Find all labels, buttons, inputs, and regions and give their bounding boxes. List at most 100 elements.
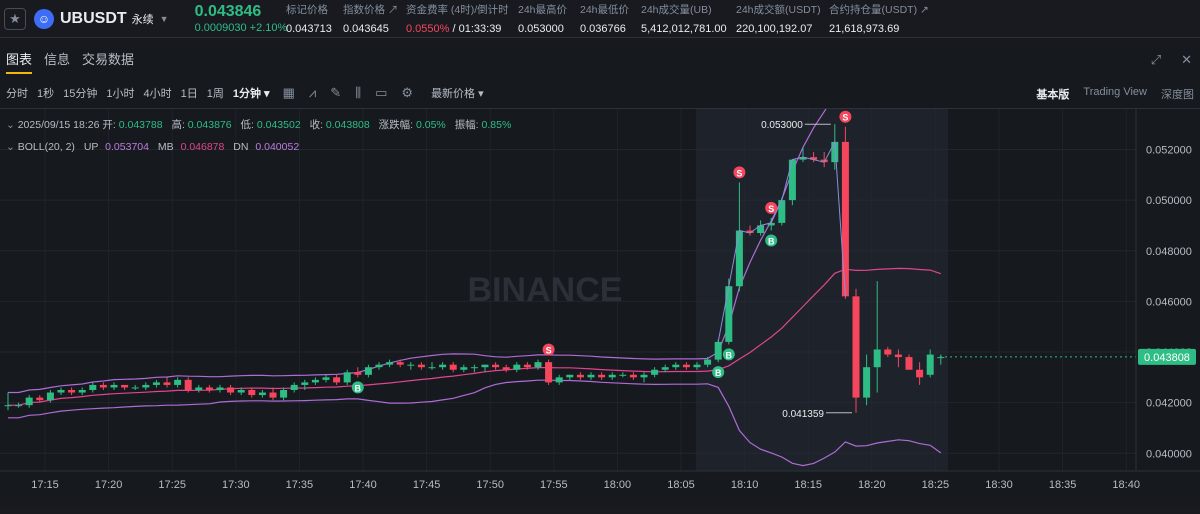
price-box: 0.043846 0.0009030 +2.10% [195,3,288,35]
funding-rate-value: 0.0550% [406,23,450,35]
x-tick-label: 18:20 [858,479,886,491]
candle-body [608,374,616,378]
stat-value: 220,100,192.07 [736,23,813,35]
candle-body [290,384,298,390]
y-tick-label: 0.050000 [1146,195,1192,207]
candle-body [492,364,500,368]
candle-body [799,157,807,160]
x-tick-label: 17:40 [349,479,377,491]
boll-up-label: UP [84,141,99,153]
candle-body [237,389,245,393]
stat-value: 0.053000 [518,23,564,35]
stat-value: 0.0550% / 01:33:39 [406,23,509,35]
boll-mb-label: MB [158,141,174,153]
view-depth[interactable]: 深度图 [1161,89,1194,101]
legend-low-label: 低: [241,118,254,131]
interval-1d[interactable]: 1日 [180,88,198,100]
candle-body [820,159,828,163]
stat-open-interest[interactable]: 合约持仓量(USDT) ↗ 21,618,973.69 [829,2,929,35]
stat-label: 标记价格 [286,4,328,16]
interval-15m[interactable]: 15分钟 [63,88,98,100]
current-price-tag: 0.043808 [1138,348,1196,365]
stat-value: 0.043713 [286,23,332,35]
candle-body [651,369,659,375]
candle-body [873,349,881,368]
candle-body [15,405,23,407]
candle-body [852,296,860,398]
tab-chart[interactable]: 图表 [6,46,33,74]
interval-4h[interactable]: 4小时 [143,88,172,100]
x-tick-label: 18:00 [604,479,632,491]
candle-body [725,286,733,342]
candle-body [682,364,690,368]
candle-body [121,384,129,388]
symbol-dropdown-icon[interactable]: ▼ [159,13,169,24]
legend-toggle-icon[interactable]: ⌄ [6,119,18,131]
candle-body [248,389,256,396]
signal-letter: S [736,168,742,178]
candle-body [417,364,425,368]
signal-letter: B [355,383,362,393]
x-tick-label: 18:30 [985,479,1013,491]
candle-body [841,141,849,297]
sell-signal-badge [839,110,852,123]
tab-info[interactable]: 信息 [44,52,71,67]
view-tradingview[interactable]: Trading View [1083,86,1147,98]
legend-low: 0.043502 [257,119,301,131]
candle-body [195,387,203,390]
boll-up-value: 0.053704 [105,141,149,153]
boll-upper-line [8,93,941,394]
stat-24h-volume: 24h成交量(UB) 5,412,012,781.00 [641,2,727,35]
price-mode-dropdown[interactable]: 最新价格 ▾ [431,88,484,100]
signal-letter: B [726,350,733,360]
candle-body [57,389,65,393]
interval-1w[interactable]: 1周 [206,88,224,100]
candle-body [439,364,447,368]
candle-body [714,341,722,360]
x-tick-label: 18:25 [922,479,950,491]
low-marker-label: 0.041359 [782,409,824,420]
candle-body [78,389,86,393]
interval-1s[interactable]: 1秒 [37,88,55,100]
interval-1m-dropdown[interactable]: 1分钟 ▾ [232,88,270,100]
candle-body [131,387,139,389]
interval-time[interactable]: 分时 [6,88,28,100]
candle-body [4,405,12,407]
legend-high: 0.043876 [188,119,232,131]
stat-value: 0.043645 [343,23,389,35]
y-tick-label: 0.048000 [1146,246,1192,258]
settings-icon[interactable]: ⚙ [401,85,414,100]
candle-body [258,392,266,396]
current-price-value: 0.043808 [1144,352,1190,364]
calendar-icon[interactable]: ▦ [282,85,295,100]
stat-value: 21,618,973.69 [829,23,900,35]
candle-body [831,141,839,163]
interval-1h[interactable]: 1小时 [106,88,135,100]
candle-body [863,367,871,398]
view-basic[interactable]: 基本版 [1036,89,1070,101]
draw-icon[interactable]: ✎ [330,85,342,100]
candle-body [672,364,680,368]
x-tick-label: 18:40 [1112,479,1140,491]
indicator-icon[interactable]: ⩘ [308,85,317,100]
candle-type-icon[interactable]: ⫼ [355,85,362,100]
layout-icon[interactable]: ▭ [375,85,388,100]
legend-toggle-icon[interactable]: ⌄ [6,141,18,153]
stat-index-price[interactable]: 指数价格 ↗ 0.043645 [343,2,398,35]
candle-body [778,200,786,223]
signal-letter: S [768,204,774,214]
stat-label: 24h成交额(USDT) [736,4,821,16]
legend-open: 0.043788 [119,119,163,131]
expand-icon[interactable]: ⤢ [1150,52,1162,67]
stat-mark-price: 标记价格 0.043713 [286,2,332,35]
candle-body [333,377,341,383]
legend-close: 0.043808 [326,119,370,131]
favorite-star-icon[interactable]: ★ [4,7,26,30]
signal-letter: B [715,368,722,378]
symbol-name[interactable]: UBUSDT [60,9,127,27]
close-icon[interactable]: ✕ [1181,52,1192,67]
tab-trading-data[interactable]: 交易数据 [82,52,135,67]
stat-label: 合约持仓量(USDT) ↗ [829,4,929,16]
